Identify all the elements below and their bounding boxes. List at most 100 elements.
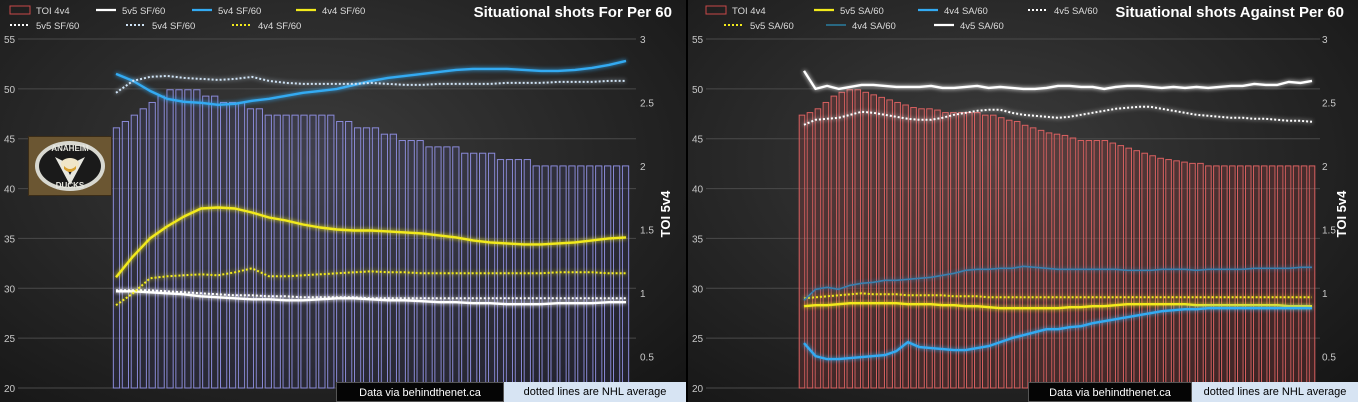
y-tick-label: 45	[692, 135, 704, 146]
toi-bar	[1292, 165, 1300, 389]
toi-bar	[1260, 165, 1268, 389]
toi-bar	[798, 114, 806, 389]
y-tick-label: 35	[692, 234, 704, 245]
legend-label: 5v4 SF/60	[152, 21, 195, 32]
toi-bar	[541, 165, 549, 389]
y2-axis-title: TOI 5v4	[1334, 190, 1349, 238]
toi-bar	[902, 104, 909, 389]
toi-bar	[1085, 140, 1093, 389]
toi-bar	[487, 152, 496, 389]
toi-bar	[1173, 160, 1180, 389]
y-tick-label: 35	[4, 234, 16, 245]
toi-bar	[470, 152, 478, 389]
y-tick-label: 25	[692, 334, 704, 345]
legend-swatch	[705, 5, 727, 15]
toi-bar	[997, 117, 1005, 389]
toi-bar	[318, 114, 326, 389]
toi-bar	[1268, 165, 1276, 389]
toi-bar	[336, 120, 344, 389]
y2-tick-label: 3	[1322, 35, 1328, 46]
toi-bar	[806, 112, 814, 389]
toi-bar	[211, 95, 219, 389]
toi-bar	[870, 94, 877, 389]
toi-bar	[193, 89, 201, 389]
toi-bar	[416, 140, 424, 389]
toi-bar	[814, 108, 822, 389]
toi-bar	[407, 140, 415, 389]
legend-label: TOI 4v4	[36, 6, 70, 17]
toi-bar	[1109, 142, 1117, 389]
legend-label: 5v5 SF/60	[36, 21, 79, 32]
toi-bar	[989, 114, 997, 389]
toi-bar	[353, 127, 362, 389]
series-line	[803, 302, 1312, 310]
legend-label: 4v5 SA/60	[960, 21, 1004, 32]
toi-bar	[862, 91, 870, 389]
toi-bar	[1117, 145, 1125, 389]
toi-bar	[838, 91, 846, 389]
legend-swatch	[9, 5, 31, 15]
y-tick-label: 20	[4, 384, 16, 395]
toi-bar	[918, 108, 925, 389]
toi-bar	[202, 95, 210, 389]
y-tick-label: 30	[692, 284, 704, 295]
toi-bar	[577, 165, 585, 389]
toi-bar	[425, 146, 433, 389]
toi-bar	[220, 101, 228, 389]
source-label: Data via behindthenet.ca	[336, 382, 504, 402]
toi-bar	[246, 108, 255, 389]
toi-bar	[291, 114, 299, 389]
toi-bar	[966, 112, 973, 389]
toi-bar	[926, 108, 933, 389]
toi-bar	[846, 89, 854, 389]
toi-bar	[148, 101, 156, 389]
toi-bar	[1189, 162, 1196, 389]
toi-bar	[894, 101, 901, 389]
toi-bar	[398, 140, 406, 389]
series-line	[802, 70, 1313, 91]
toi-bar	[345, 120, 353, 389]
series-line	[803, 307, 1312, 361]
toi-bar	[300, 114, 308, 389]
series-line	[115, 267, 626, 307]
toi-bar	[942, 112, 949, 389]
legend-label: 5v5 SA/60	[750, 21, 794, 32]
y2-tick-label: 2.5	[1322, 98, 1336, 109]
right-chart-svg: 20 25 30 35 40 45 50 55 0.5 1 1.5 2 2.5 3 TOI 5v4 TOI 4…	[692, 5, 1349, 395]
y2-axis-title: TOI 5v4	[658, 190, 673, 238]
toi-bar	[371, 127, 380, 389]
logo-text-top: ANAHEIM	[51, 144, 89, 153]
toi-bar	[878, 96, 885, 389]
toi-bar	[1229, 165, 1236, 389]
y-tick-label: 30	[4, 284, 16, 295]
toi-bar	[264, 114, 272, 389]
y2-tick-label: 2	[1322, 162, 1328, 173]
toi-bar	[1221, 165, 1228, 389]
toi-bar	[886, 99, 893, 389]
toi-bar	[1061, 134, 1069, 389]
legend-label: 4v4 SF/60	[322, 6, 365, 17]
toi-bar	[1005, 119, 1013, 389]
toi-bar	[1308, 165, 1316, 389]
toi-bars	[798, 89, 1316, 389]
toi-bar	[434, 146, 442, 389]
y2-tick-label: 1.5	[640, 225, 654, 236]
y-tick-label: 50	[692, 85, 704, 96]
chart-title: Situational shots Against Per 60	[1115, 4, 1344, 21]
toi-bar	[282, 114, 290, 389]
y2-tick-label: 2	[640, 162, 646, 173]
toi-bar	[621, 165, 630, 389]
right-chart-panel: Situational shots Against Per 60 20 25 30 3…	[688, 0, 1358, 402]
left-chart-panel: Situational shots For Per 60 20 25 30 35 40 4…	[0, 0, 686, 402]
toi-bar	[1181, 161, 1188, 389]
legend-label: 4v4 SF/60	[258, 21, 301, 32]
toi-bar	[1125, 147, 1133, 389]
toi-bar	[479, 152, 487, 389]
toi-bar	[1029, 127, 1037, 389]
y2-tick-label: 1.5	[1322, 225, 1336, 236]
toi-bar	[389, 133, 397, 389]
toi-bar	[309, 114, 317, 389]
toi-bar	[550, 165, 558, 389]
toi-bar	[568, 165, 576, 389]
